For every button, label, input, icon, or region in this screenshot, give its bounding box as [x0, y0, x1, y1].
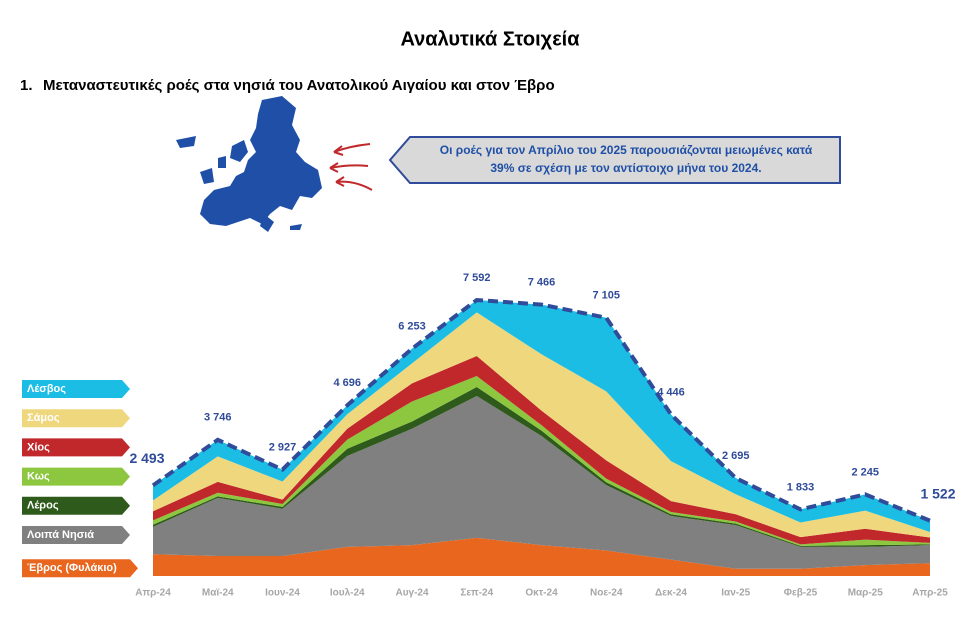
x-tick-label: Μαϊ-24	[202, 588, 234, 599]
area	[153, 312, 930, 538]
legend-label: Σάμος	[27, 412, 60, 424]
x-tick-label: Φεβ-25	[784, 588, 818, 599]
legend-tag	[22, 409, 130, 428]
total-label: 3 746	[204, 412, 232, 424]
callout-text: 39% σε σχέση με τον αντίστοιχο μήνα του …	[490, 161, 761, 175]
europe-map	[176, 96, 322, 232]
legend-tag	[22, 559, 138, 578]
legend-label: Λοιπά Νησιά	[27, 529, 94, 541]
total-label: 2 493	[129, 450, 164, 466]
x-tick-label: Μαρ-25	[848, 588, 884, 599]
area	[153, 300, 930, 533]
total-label: 4 446	[657, 386, 685, 398]
legend-tag	[22, 496, 130, 515]
total-label: 7 592	[463, 272, 491, 284]
total-label: 7 466	[528, 276, 556, 288]
x-tick-label: Δεκ-24	[655, 588, 687, 599]
callout-text: Οι ροές για τον Απρίλιο του 2025 παρουσι…	[440, 143, 813, 157]
x-tick-label: Απρ-24	[135, 588, 171, 599]
area	[153, 537, 930, 576]
total-label: 1 833	[787, 481, 815, 493]
section-number: 1.	[20, 77, 33, 94]
legend-label: Λέρος	[27, 500, 59, 512]
x-tick-label: Απρ-25	[912, 588, 948, 599]
legend-label: Λέσβος	[27, 383, 66, 395]
legend-tag	[22, 380, 130, 398]
section-heading: Μεταναστευτικές ροές στα νησιά του Ανατο…	[43, 77, 555, 94]
x-tick-label: Αυγ-24	[395, 588, 428, 599]
total-label: 6 253	[398, 321, 426, 333]
total-label: 2 927	[269, 441, 297, 453]
total-line	[151, 297, 931, 523]
total-label: 1 522	[920, 485, 955, 501]
legend-label: Κως	[27, 471, 50, 483]
x-tick-label: Νοε-24	[590, 588, 623, 599]
legend-label: Χίος	[27, 441, 50, 453]
chart: 2 493 3 746 2 927 4 696 6 253 7 592 7 466 7 105…	[22, 272, 956, 599]
area	[153, 396, 930, 569]
x-tick-label: Σεπ-24	[460, 588, 493, 599]
flow-arrows	[329, 143, 373, 191]
x-tick-label: Ιουλ-24	[330, 588, 365, 599]
legend-label: Έβρος (Φυλάκιο)	[27, 562, 117, 574]
callout-box	[388, 136, 841, 184]
page-title: Αναλυτικά Στοιχεία	[400, 28, 580, 50]
total-label: 4 696	[333, 377, 361, 389]
x-tick-label: Ιουν-24	[265, 588, 300, 599]
total-label: 2 695	[722, 450, 750, 462]
total-label: 7 105	[592, 290, 620, 302]
legend-tag	[22, 467, 130, 486]
x-tick-label: Οκτ-24	[525, 588, 558, 599]
legend-tag	[22, 526, 130, 544]
legend-tag	[22, 438, 130, 457]
total-label: 2 245	[851, 466, 879, 478]
x-tick-label: Ιαν-25	[721, 588, 750, 599]
